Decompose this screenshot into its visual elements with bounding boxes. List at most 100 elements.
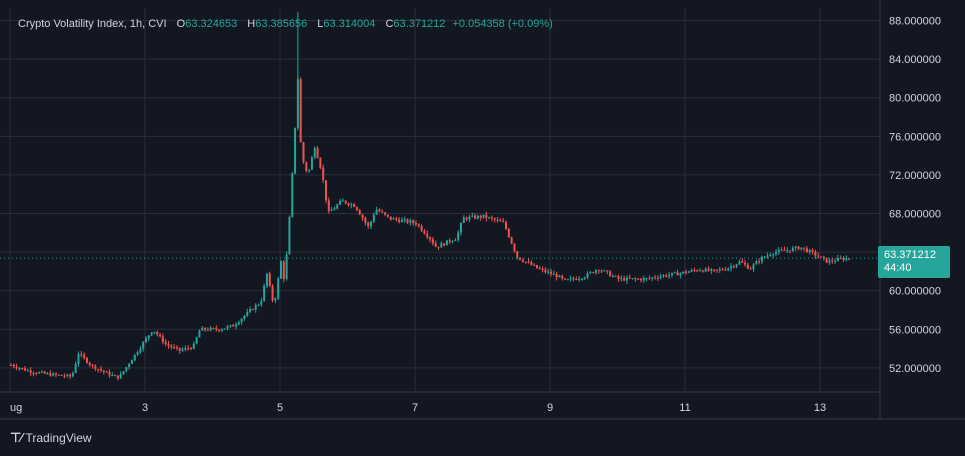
candle — [485, 211, 488, 222]
candle — [212, 327, 215, 330]
candle — [766, 252, 769, 259]
candle — [327, 197, 330, 214]
candle — [74, 361, 77, 374]
candle — [595, 269, 597, 275]
candle — [263, 283, 266, 302]
candle — [749, 266, 752, 270]
candle — [161, 333, 164, 345]
candle — [724, 266, 727, 271]
candle — [209, 325, 212, 332]
candle — [333, 206, 336, 211]
candle — [102, 369, 105, 375]
candle — [420, 224, 423, 233]
candle — [150, 332, 153, 336]
candle — [718, 266, 721, 274]
candle — [811, 248, 814, 255]
candle — [409, 218, 412, 226]
candle — [226, 324, 229, 331]
candle — [71, 371, 74, 378]
x-tick-label: 5 — [277, 402, 283, 414]
candle — [299, 77, 302, 143]
candle — [156, 330, 159, 337]
candle — [111, 372, 114, 377]
candle — [848, 258, 851, 261]
candle — [668, 271, 671, 279]
candle — [204, 327, 207, 332]
candle — [173, 344, 176, 350]
candle — [800, 247, 803, 251]
candle — [35, 371, 38, 376]
candle — [527, 258, 530, 264]
candle — [789, 250, 792, 254]
candle — [611, 273, 614, 278]
candle — [285, 251, 288, 281]
candle — [513, 242, 516, 253]
last-price-value: 63.371212 — [884, 249, 936, 261]
candle — [822, 255, 825, 261]
candle — [260, 297, 263, 307]
candle — [538, 266, 541, 270]
candle — [223, 328, 226, 330]
candle — [170, 344, 173, 350]
candle — [77, 351, 80, 367]
candle — [395, 216, 398, 222]
x-tick-label: ug — [10, 402, 22, 414]
candle — [628, 274, 631, 280]
candle — [38, 371, 41, 374]
candle — [572, 276, 575, 282]
candle — [237, 320, 240, 326]
candle — [353, 203, 356, 208]
candle — [727, 267, 730, 272]
candle — [122, 370, 125, 376]
y-axis[interactable]: 52.00000056.00000060.00000064.00000068.0… — [879, 0, 941, 419]
candle — [339, 198, 342, 206]
candle — [535, 264, 538, 269]
candle — [254, 303, 257, 313]
candle — [665, 273, 668, 278]
candle — [521, 257, 524, 263]
candle — [159, 332, 162, 338]
x-tick-label: 3 — [142, 402, 148, 414]
candle — [440, 241, 443, 248]
candle — [687, 270, 690, 273]
y-tick-label: 68.000000 — [889, 209, 941, 221]
candle — [634, 277, 637, 282]
candle — [614, 275, 617, 277]
candle — [696, 269, 699, 273]
candle — [18, 367, 21, 371]
candle — [510, 236, 513, 245]
candle — [381, 209, 384, 214]
candle — [136, 350, 139, 357]
x-tick-label: 11 — [679, 402, 690, 414]
candle — [738, 259, 741, 265]
candle — [741, 258, 744, 264]
legend-change-value: +0.054358 (+0.09%) — [452, 18, 553, 30]
candle — [426, 230, 429, 240]
candle — [710, 267, 713, 275]
candle — [617, 274, 620, 282]
candle — [415, 220, 417, 227]
candle — [355, 206, 358, 212]
x-axis[interactable]: ug 3 5 7 9 11 13 — [0, 391, 965, 420]
candle — [294, 127, 297, 175]
candle — [12, 363, 15, 369]
candle — [167, 340, 170, 349]
candle — [243, 315, 246, 321]
candle — [128, 362, 131, 370]
candle — [417, 223, 420, 228]
candle — [280, 260, 282, 279]
tradingview-attribution[interactable]: ⊤⁄ TradingView — [10, 430, 92, 446]
candle — [758, 258, 761, 265]
candle — [457, 230, 460, 243]
candle — [502, 217, 505, 223]
candle — [389, 216, 392, 221]
candle — [43, 370, 46, 375]
candle — [139, 345, 142, 354]
candle — [190, 347, 192, 351]
candle — [322, 164, 325, 184]
candle — [116, 375, 119, 381]
candle — [471, 212, 474, 218]
candle — [516, 250, 519, 260]
candle — [589, 270, 592, 275]
